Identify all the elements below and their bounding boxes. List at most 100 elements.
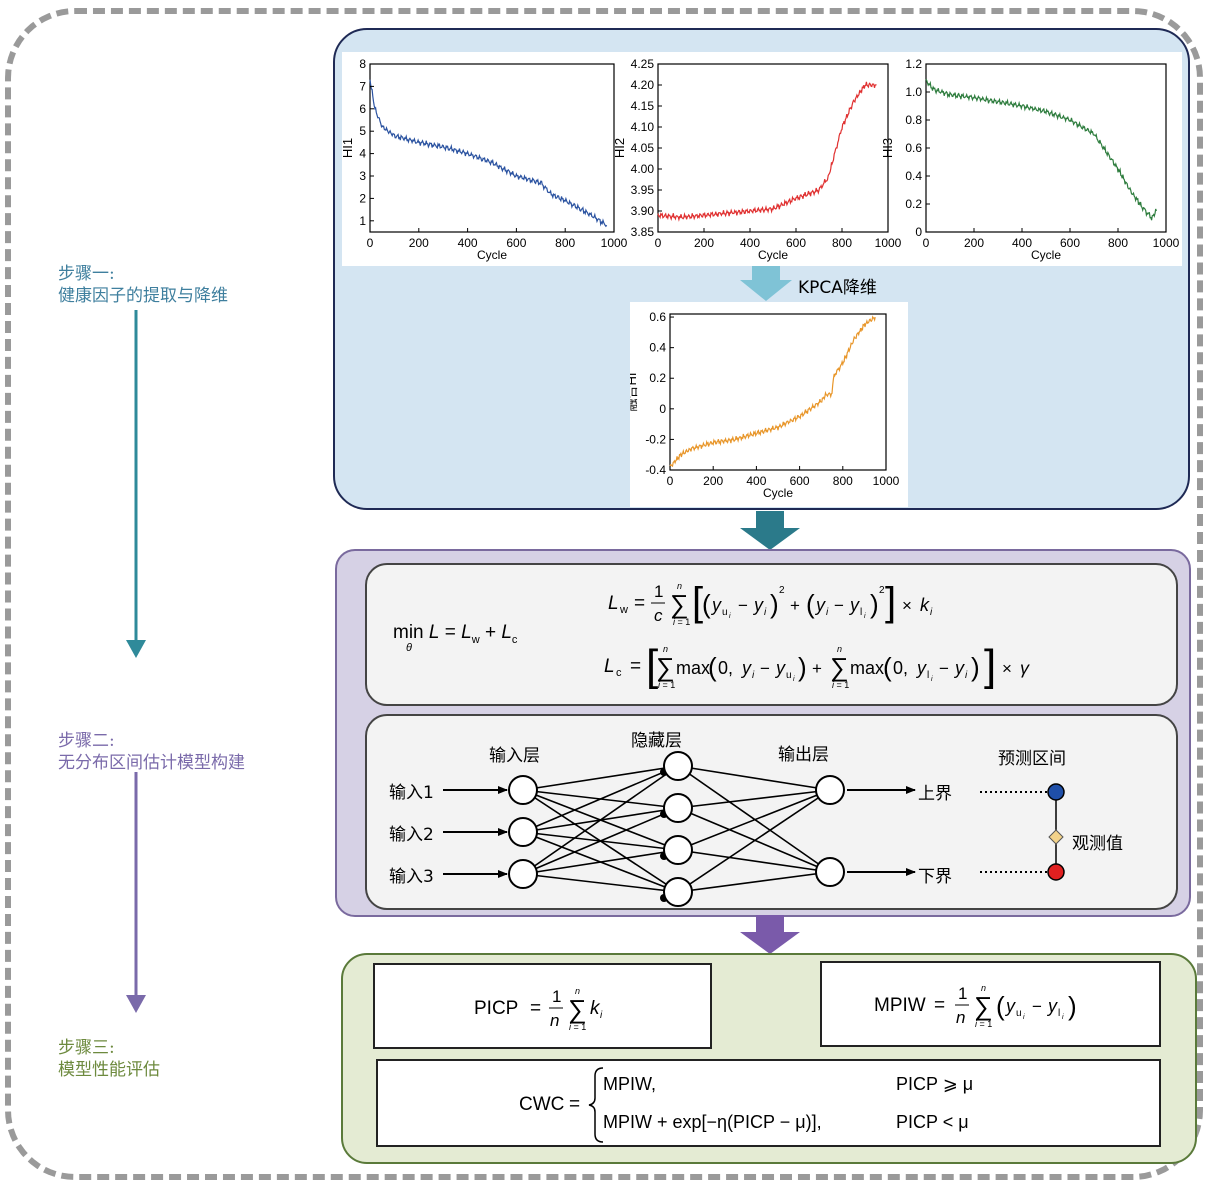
cwc-cond1: PICP ⩾ μ: [896, 1074, 973, 1094]
svg-text:+: +: [790, 596, 800, 615]
lower-bound-label: 下界: [918, 862, 952, 887]
kpca-arrow: [738, 266, 794, 302]
svg-text:=: =: [934, 995, 945, 1016]
picp-name: PICP: [474, 998, 518, 1019]
svg-text:i = 1: i = 1: [658, 680, 675, 690]
svg-text:]: ]: [984, 641, 996, 690]
theta-subscript: θ: [406, 642, 412, 654]
svg-text:y: y: [814, 595, 826, 615]
input3-label: 输入3: [389, 862, 434, 887]
output-layer-label: 输出层: [778, 740, 829, 765]
x-tick-label: 0: [655, 236, 662, 250]
svg-text:i: i: [965, 670, 968, 681]
input-node-2: [509, 818, 537, 846]
svg-text:y: y: [752, 595, 764, 615]
mpiw-name: MPIW: [874, 995, 926, 1016]
edge-in1-h1: [523, 766, 678, 790]
x-tick-label: 400: [458, 236, 478, 250]
svg-text:n: n: [677, 581, 682, 591]
step3-text: 步骤三: 模型性能评估: [58, 1037, 160, 1081]
x-tick-label: 0: [367, 236, 374, 250]
svg-text:y: y: [1046, 996, 1058, 1016]
svg-text:): ): [870, 589, 879, 619]
fused-hi-chart: 0 200 400 600 800 10000.60.40.20-0.2-0.4Cycle…: [630, 302, 908, 507]
x-tick-label: 200: [694, 236, 714, 250]
x-axis-label: Cycle: [758, 248, 788, 262]
step1-desc: 健康因子的提取与降维: [58, 285, 228, 307]
svg-text:y: y: [740, 658, 752, 678]
input2-label: 输入2: [389, 820, 434, 845]
picp-formula: PICP = 1 n ∑ n i = 1 k i: [470, 978, 630, 1038]
cwc-case2: MPIW + exp[−η(PICP − μ)],: [603, 1112, 822, 1132]
hi1-chart: 0 200 400 600 800 100087654321CycleHI1: [342, 52, 632, 266]
transition-arrow-2: [740, 915, 800, 955]
svg-text:2: 2: [779, 585, 785, 596]
series-line: [370, 80, 607, 227]
svg-text:−: −: [1032, 997, 1042, 1016]
svg-text:y: y: [774, 658, 786, 678]
svg-text:max: max: [850, 658, 884, 678]
x-tick-label: 800: [833, 474, 853, 488]
svg-text:n: n: [663, 644, 668, 654]
edge-in3-h1: [523, 766, 678, 874]
y-tick-label: 8: [359, 57, 366, 71]
y-tick-label: 0: [915, 225, 922, 239]
svg-text:−: −: [939, 659, 949, 678]
x-tick-label: 800: [832, 236, 852, 250]
lc-symbol: L: [501, 622, 512, 643]
y-tick-label: 0.2: [649, 371, 666, 385]
svg-text:y: y: [710, 595, 722, 615]
y-tick-label: 4.00: [631, 162, 655, 176]
step1-arrow-head: [126, 640, 146, 658]
mpiw-formula: MPIW = 1 n ∑ n i = 1 ( y u i − y l i ): [870, 975, 1110, 1035]
y-tick-label: 0.8: [905, 113, 922, 127]
svg-text:(: (: [883, 652, 892, 682]
x-tick-label: 1000: [1153, 236, 1180, 250]
edge-h1-out2: [678, 766, 830, 872]
y-tick-label: 0.6: [905, 141, 922, 155]
svg-text:i: i: [1023, 1014, 1025, 1021]
step1-label: 步骤一:: [58, 263, 228, 285]
x-tick-label: 600: [786, 236, 806, 250]
svg-text:i: i: [1062, 1014, 1064, 1021]
step3-desc: 模型性能评估: [58, 1059, 160, 1081]
svg-text:0,: 0,: [718, 658, 733, 678]
x-axis-label: Cycle: [1031, 248, 1061, 262]
svg-text:i: i: [764, 607, 767, 618]
y-tick-label: 1: [359, 214, 366, 228]
svg-text:l: l: [860, 607, 862, 618]
svg-text:(: (: [806, 589, 815, 619]
y-tick-label: 0.4: [649, 341, 666, 355]
x-tick-label: 400: [1012, 236, 1032, 250]
x-tick-label: 600: [1060, 236, 1080, 250]
svg-text:i = 1: i = 1: [975, 1019, 992, 1029]
w-subscript: w: [472, 634, 480, 646]
svg-text:l: l: [1058, 1008, 1060, 1019]
svg-text:): ): [1068, 991, 1077, 1021]
y-tick-label: 3.90: [631, 204, 655, 218]
svg-text:i: i: [930, 607, 933, 618]
output-node-2: [816, 858, 844, 886]
svg-text:l: l: [927, 670, 929, 681]
edge-h4-out2: [678, 872, 830, 892]
y-tick-label: 0.4: [905, 169, 922, 183]
svg-text:w: w: [619, 604, 628, 616]
min-text: min: [393, 622, 424, 643]
edge-h3-out2: [678, 850, 830, 872]
x-tick-label: 200: [409, 236, 429, 250]
svg-text:n: n: [956, 1008, 965, 1027]
chart-frame: [926, 64, 1166, 232]
input1-label: 输入1: [389, 778, 434, 803]
plus-sign: +: [480, 622, 502, 643]
svg-text:0,: 0,: [893, 658, 908, 678]
svg-text:(: (: [702, 589, 711, 619]
step-arrows: [120, 310, 160, 1020]
x-axis-label: Cycle: [477, 248, 507, 262]
hidden-node-3: [664, 836, 692, 864]
x-tick-label: 200: [703, 474, 723, 488]
step3-label: 步骤三:: [58, 1037, 160, 1059]
y-tick-label: 3.95: [631, 183, 655, 197]
edge-h1-out1: [678, 766, 830, 790]
svg-text:i: i: [729, 613, 731, 620]
svg-text:=: =: [569, 1094, 580, 1115]
